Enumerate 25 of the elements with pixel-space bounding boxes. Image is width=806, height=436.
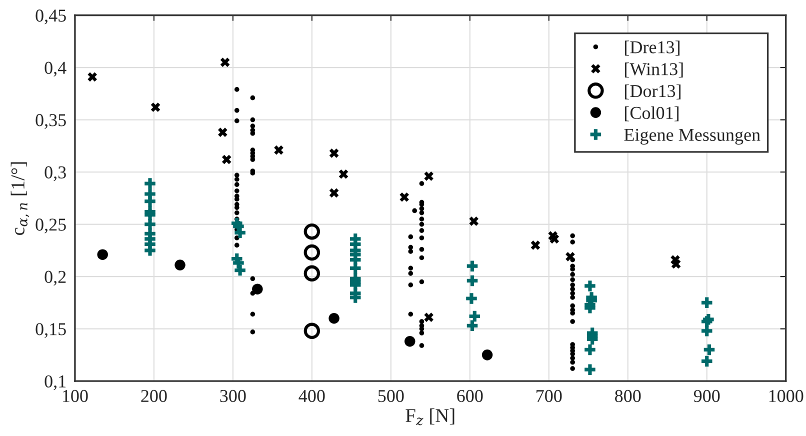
legend-label: [Win13] (625, 62, 683, 78)
x-tick-label: 900 (694, 390, 720, 402)
x-tick-label: 300 (220, 390, 246, 402)
legend-label: [Dor13] (625, 84, 680, 100)
x-tick-label: 700 (536, 390, 562, 402)
legend-label: [Col01] (625, 106, 679, 122)
y-tick-label: 0,3 (44, 166, 66, 182)
x-tick-label: 500 (378, 390, 404, 402)
x-tick-label: 200 (141, 390, 167, 402)
y-tick-label: 0,2 (44, 270, 66, 286)
y-tick-label: 0,25 (36, 218, 66, 234)
y-tick-label: 0,45 (36, 10, 66, 24)
y-tick-label: 0,15 (36, 323, 66, 338)
y-tick-label: 0,4 (44, 62, 66, 77)
x-tick-label: 600 (457, 390, 483, 402)
legend-label: Eigene Messungen (624, 128, 760, 145)
x-tick-label: 400 (298, 390, 325, 402)
x-tick-label: 100 (63, 390, 88, 402)
y-tick-label: 0,35 (36, 114, 66, 129)
legend-label: [Dre13] (625, 40, 680, 56)
x-tick-label: 1000 (769, 390, 804, 402)
x-tick-label: 800 (615, 390, 641, 402)
y-tick-label: 0,1 (44, 375, 66, 390)
y-axis-title: c$_{α,n}$ [1/°] (10, 162, 30, 235)
x-axis-title: F$_{z}$ [N] (406, 408, 454, 426)
